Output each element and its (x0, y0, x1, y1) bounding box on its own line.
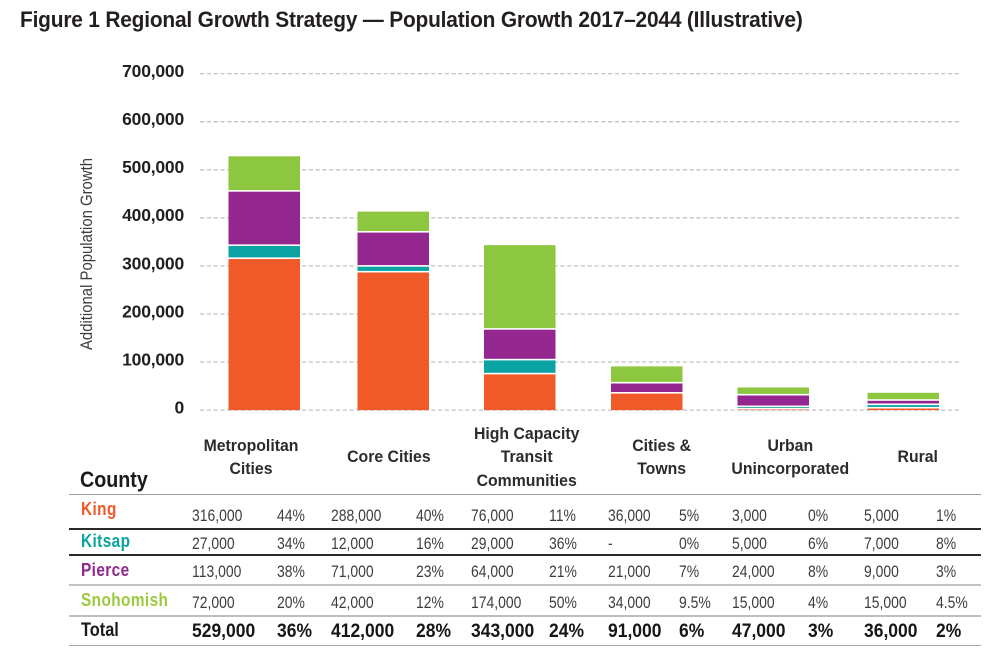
svg-text:400,000: 400,000 (122, 205, 184, 225)
svg-text:700,000: 700,000 (122, 61, 184, 81)
svg-text:300,000: 300,000 (122, 253, 184, 273)
svg-text:Additional Population Growth: Additional Population Growth (78, 158, 96, 350)
svg-text:200,000: 200,000 (122, 301, 184, 321)
svg-text:500,000: 500,000 (122, 157, 184, 177)
svg-text:600,000: 600,000 (122, 109, 184, 129)
svg-text:100,000: 100,000 (122, 349, 184, 369)
svg-text:0: 0 (174, 398, 184, 418)
